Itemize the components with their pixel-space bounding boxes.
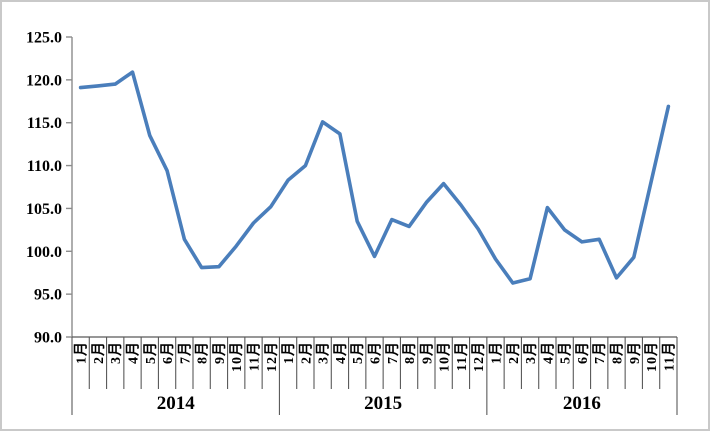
month-tick-label: 2月 <box>91 341 107 364</box>
month-tick-label: 4月 <box>540 341 556 364</box>
month-tick-label: 2月 <box>298 341 314 364</box>
month-tick-label: 8月 <box>610 341 626 364</box>
month-tick-label: 11月 <box>454 341 470 371</box>
month-tick-label: 7月 <box>385 341 401 364</box>
y-tick-label: 105.0 <box>26 201 62 218</box>
y-tick-label: 100.0 <box>26 244 62 261</box>
month-tick-label: 10月 <box>229 341 245 372</box>
month-tick-label: 9月 <box>212 341 228 364</box>
month-tick-label: 8月 <box>402 341 418 364</box>
month-tick-label: 11月 <box>661 341 677 371</box>
month-tick-label: 7月 <box>592 341 608 364</box>
month-tick-label: 4月 <box>333 341 349 364</box>
data-series-line <box>78 70 671 285</box>
year-label: 2014 <box>157 393 196 414</box>
month-tick-label: 7月 <box>177 341 193 364</box>
y-tick-label: 110.0 <box>27 158 62 175</box>
year-label: 2015 <box>364 393 402 414</box>
month-tick-label: 9月 <box>627 341 643 364</box>
month-tick-label: 8月 <box>195 341 211 364</box>
month-tick-label: 3月 <box>316 341 332 364</box>
month-tick-label: 1月 <box>489 341 505 364</box>
month-tick-label: 6月 <box>368 341 384 364</box>
month-tick-label: 4月 <box>126 341 142 364</box>
y-tick-label: 115.0 <box>27 115 62 132</box>
month-tick-label: 3月 <box>523 341 539 364</box>
month-tick-label: 11月 <box>247 341 263 371</box>
month-tick-label: 1月 <box>74 341 90 364</box>
month-tick-label: 5月 <box>558 341 574 364</box>
month-tick-label: 5月 <box>350 341 366 364</box>
month-tick-label: 5月 <box>143 341 159 364</box>
month-tick-label: 1月 <box>281 341 297 364</box>
month-tick-label: 6月 <box>160 341 176 364</box>
month-tick-label: 10月 <box>437 341 453 372</box>
y-tick-label: 120.0 <box>26 72 62 89</box>
month-tick-label: 9月 <box>419 341 435 364</box>
month-tick-label: 12月 <box>471 341 487 372</box>
month-tick-label: 3月 <box>108 341 124 364</box>
month-tick-label: 2月 <box>506 341 522 364</box>
y-tick-label: 95.0 <box>34 287 62 304</box>
month-tick-label: 6月 <box>575 341 591 364</box>
y-tick-label: 90.0 <box>34 330 62 347</box>
month-tick-label: 10月 <box>644 341 660 372</box>
y-tick-label: 125.0 <box>26 30 62 47</box>
year-label: 2016 <box>563 393 601 414</box>
month-tick-label: 12月 <box>264 341 280 372</box>
